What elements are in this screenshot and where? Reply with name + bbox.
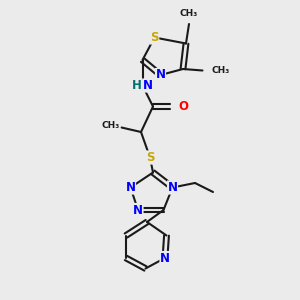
Text: N: N — [143, 79, 153, 92]
Text: N: N — [160, 251, 170, 265]
Text: N: N — [125, 181, 136, 194]
Text: S: S — [150, 31, 159, 44]
Text: CH₃: CH₃ — [212, 66, 230, 75]
Text: H: H — [132, 79, 142, 92]
Text: S: S — [146, 151, 154, 164]
Text: N: N — [133, 203, 143, 217]
Text: CH₃: CH₃ — [180, 9, 198, 18]
Text: N: N — [167, 181, 178, 194]
Text: O: O — [178, 100, 188, 113]
Text: N: N — [155, 68, 166, 82]
Text: CH₃: CH₃ — [102, 122, 120, 130]
